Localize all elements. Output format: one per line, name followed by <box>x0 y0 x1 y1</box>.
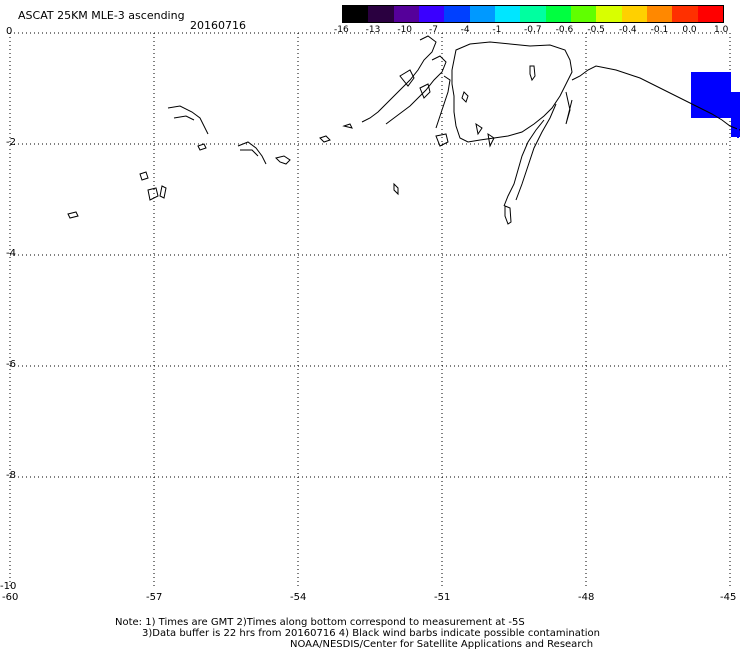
colorbar-swatch <box>570 6 597 22</box>
lon-label-57: -57 <box>146 592 163 603</box>
colorbar-label: -10 <box>397 25 413 35</box>
colorbar-swatch <box>646 6 673 22</box>
colorbar <box>342 5 724 23</box>
inner-lake <box>529 65 536 82</box>
note-line-3: NOAA/NESDIS/Center for Satellite Applica… <box>290 639 594 650</box>
lon-label-60: -60 <box>2 592 19 603</box>
colorbar-label: -13 <box>365 25 381 35</box>
colorbar-label: 1.0 <box>714 25 729 35</box>
lat-label-0: 0 <box>6 26 13 37</box>
colorbar-swatch <box>596 6 622 22</box>
coastline <box>67 35 740 225</box>
lat-label-8: -8 <box>6 470 16 481</box>
map-gridlines <box>9 32 731 588</box>
lon-label-51: -51 <box>434 592 451 603</box>
note-line-2: 3)Data buffer is 22 hrs from 20160716 4)… <box>142 628 600 639</box>
colorbar-label: -0.6 <box>555 25 574 35</box>
colorbar-swatch <box>343 6 369 22</box>
product-date: 20160716 <box>190 19 246 32</box>
wind-data-swath-edge <box>731 92 740 137</box>
colorbar-swatch <box>697 6 723 22</box>
colorbar-swatch <box>494 6 521 22</box>
estuary-island <box>504 205 512 225</box>
para-estuary <box>503 103 557 207</box>
amazon-islands <box>361 35 451 129</box>
colorbar-label: -0.7 <box>524 25 542 35</box>
lon-label-45: -45 <box>720 592 737 603</box>
lat-label-6: -6 <box>6 359 16 370</box>
colorbar-label: -0.1 <box>650 25 669 35</box>
colorbar-swatch <box>621 6 647 22</box>
colorbar-label: -16 <box>334 25 349 35</box>
colorbar-swatch <box>368 6 394 22</box>
marajo-island <box>451 41 573 143</box>
colorbar-label: -0.5 <box>587 25 605 35</box>
colorbar-swatch <box>469 6 495 22</box>
colorbar-label: -0.4 <box>619 25 637 35</box>
product-title: ASCAT 25KM MLE-3 ascending <box>18 9 185 22</box>
colorbar-swatch <box>418 6 445 22</box>
colorbar-swatch <box>520 6 546 22</box>
colorbar-swatch <box>393 6 419 22</box>
lat-label-4: -4 <box>6 248 16 259</box>
colorbar-swatch <box>672 6 698 22</box>
lon-label-54: -54 <box>290 592 307 603</box>
colorbar-label: -4 <box>460 25 470 35</box>
colorbar-label: -7 <box>429 25 438 35</box>
lon-label-48: -48 <box>578 592 595 603</box>
east-coast <box>571 65 740 131</box>
colorbar-swatch <box>545 6 571 22</box>
colorbar-label: -1 <box>492 25 502 35</box>
colorbar-swatch <box>444 6 470 22</box>
lat-label-10: -10 <box>0 581 17 592</box>
wind-data-swath <box>691 72 731 118</box>
river-islands-west <box>167 105 209 135</box>
colorbar-label: 0.0 <box>682 25 697 35</box>
note-line-1: Note: 1) Times are GMT 2)Times along bot… <box>115 617 525 628</box>
lat-label-2: -2 <box>6 137 16 148</box>
